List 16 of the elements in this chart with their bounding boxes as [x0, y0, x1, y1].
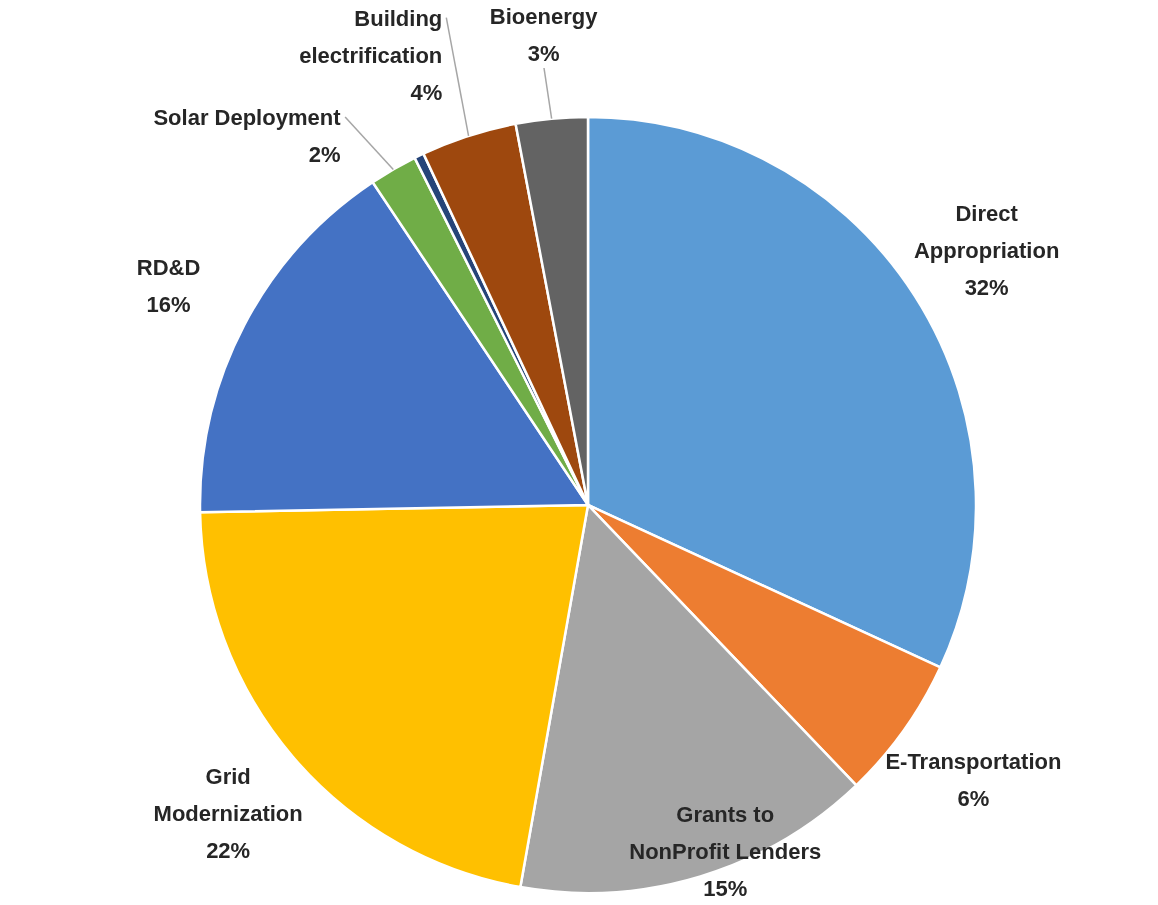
- slice-label: Bioenergy: [489, 4, 599, 29]
- slice-label: Building electrification: [299, 5, 443, 68]
- slice-label: E-Transportation: [885, 749, 1062, 775]
- data-label: 15%: [703, 876, 748, 901]
- data-label: 32%: [964, 274, 1009, 300]
- data-label: 4%: [410, 79, 443, 105]
- data-label: 2%: [308, 142, 341, 168]
- data-label: 22%: [206, 837, 251, 863]
- data-label: 3%: [527, 41, 560, 66]
- slice-label: Grid Modernization: [153, 763, 303, 826]
- data-label: 6%: [957, 786, 990, 812]
- slice-label: Grants to NonProfit Lenders: [629, 802, 822, 864]
- slice-label: Direct Appropriation: [913, 200, 1060, 263]
- data-label: 16%: [146, 292, 191, 318]
- slice-label: RD&D: [136, 255, 201, 281]
- slice-label: Solar Deployment: [153, 105, 342, 131]
